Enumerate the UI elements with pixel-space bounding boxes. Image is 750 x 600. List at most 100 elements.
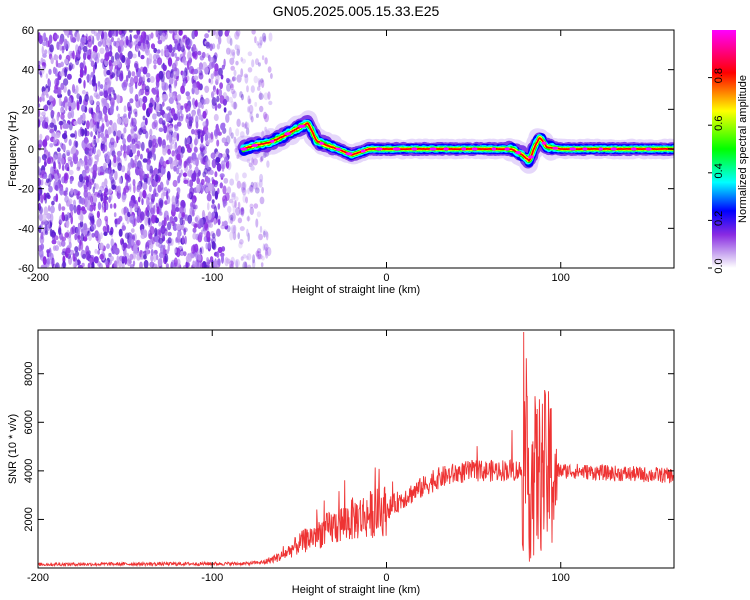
noise-speckle [76,166,81,172]
noise-speckle [41,45,44,55]
noise-speckle [131,71,136,77]
noise-speckle [79,197,84,204]
noise-speckle [228,198,234,204]
noise-speckle [229,48,233,57]
snr-xlabel: Height of straight line (km) [292,584,420,596]
noise-speckle [183,80,186,87]
noise-speckle [175,247,181,258]
noise-speckle [166,178,170,186]
noise-speckle [64,102,68,112]
noise-speckle [234,200,237,209]
noise-speckle [41,92,45,101]
noise-speckle [64,30,70,35]
noise-speckle [241,122,245,128]
noise-speckle [235,60,239,66]
noise-speckle [150,254,154,262]
noise-speckle [246,255,249,261]
noise-speckle [146,246,149,256]
noise-speckle [136,239,141,246]
noise-speckle [191,111,196,117]
noise-speckle [39,206,43,215]
noise-speckle [216,43,220,50]
noise-speckle [146,196,150,207]
x-tick-label: -100 [201,272,223,284]
noise-speckle [225,77,230,84]
noise-speckle [214,190,219,200]
noise-speckle [236,48,240,56]
noise-speckle [133,243,138,254]
noise-speckle [260,155,264,162]
noise-speckle [75,56,80,66]
noise-speckle [186,170,191,177]
noise-speckle [98,242,104,251]
noise-speckle [67,166,70,172]
noise-speckle [257,77,261,88]
noise-speckle [173,159,179,167]
noise-speckle [68,231,72,239]
x-tick-label: 0 [383,572,389,584]
noise-speckle [104,178,108,187]
noise-speckle [48,34,53,44]
noise-speckle [220,122,226,131]
noise-speckle [241,93,244,101]
noise-speckle [91,232,95,238]
noise-speckle [265,231,269,241]
noise-speckle [248,98,252,104]
noise-speckle [87,54,91,60]
noise-speckle [38,192,41,202]
noise-speckle [262,151,267,158]
noise-speckle [152,204,156,215]
noise-speckle [142,115,146,121]
noise-speckle [38,143,42,151]
noise-speckle [207,30,211,33]
noise-speckle [153,153,157,161]
noise-speckle [148,217,151,226]
noise-speckle [222,185,227,195]
y-tick-label: 8000 [23,361,35,385]
noise-speckle [98,90,104,96]
noise-speckle [151,100,156,106]
noise-speckle [101,132,105,140]
noise-speckle [81,118,85,124]
noise-speckle [217,203,221,210]
noise-speckle [193,68,199,75]
noise-speckle [142,75,146,82]
noise-speckle [61,45,65,54]
noise-speckle [246,253,252,261]
noise-speckle [254,36,257,44]
noise-speckle [81,128,85,135]
noise-speckle [97,166,101,174]
noise-speckle [264,230,269,238]
noise-speckle [244,74,249,84]
noise-speckle [232,205,236,214]
noise-speckle [222,200,228,207]
colorbar-gradient [712,30,736,268]
noise-speckle [255,218,259,228]
noise-speckle [194,166,199,174]
noise-speckle [153,252,157,263]
noise-speckle [98,30,102,36]
noise-speckle [48,68,52,75]
noise-speckle [261,255,265,261]
noise-speckle [226,47,231,55]
noise-speckle [119,52,123,60]
noise-speckle [156,111,162,117]
noise-speckle [127,101,131,110]
noise-speckle [145,207,148,216]
noise-speckle [244,261,248,268]
noise-speckle [64,232,69,238]
noise-speckle [171,259,175,268]
ridge-peak [411,147,418,151]
noise-speckle [212,232,216,239]
noise-speckle [213,113,219,122]
colorbar-label: Normalized spectral amplitude [737,75,749,223]
noise-speckle [176,231,181,239]
noise-speckle [216,88,219,95]
noise-speckle [258,179,263,188]
noise-speckle [212,89,217,95]
noise-speckle [250,181,254,188]
noise-speckle [237,44,241,54]
noise-speckle [249,207,254,215]
noise-speckle [229,214,234,221]
noise-speckle [155,50,159,59]
